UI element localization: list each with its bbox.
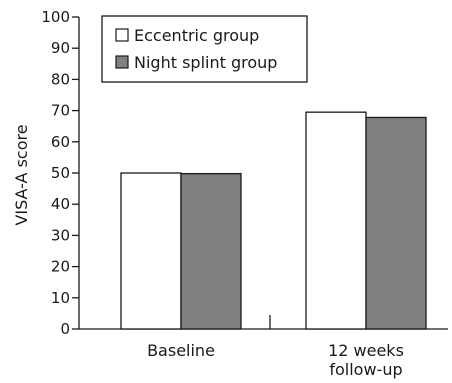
legend-label: Eccentric group xyxy=(134,26,259,45)
bars xyxy=(120,111,427,330)
legend-swatch xyxy=(115,28,129,42)
y-tick-label: 60 xyxy=(51,133,70,151)
bar-night-splint-0 xyxy=(180,172,242,330)
y-tick-label: 90 xyxy=(51,39,70,57)
y-tick-label: 20 xyxy=(51,258,70,276)
bar-eccentric-1 xyxy=(305,111,367,330)
legend: Eccentric group Night splint group xyxy=(101,15,308,83)
category-label: 12 weeks xyxy=(328,341,404,360)
y-tick-label: 0 xyxy=(60,320,70,338)
y-tick-label: 70 xyxy=(51,102,70,120)
bar-night-splint-1 xyxy=(365,116,427,330)
category-label: follow-up xyxy=(329,360,402,379)
category-label: Baseline xyxy=(147,341,215,360)
y-axis: 0 10 20 30 40 50 60 70 80 90 100 xyxy=(41,8,80,338)
y-tick-label: 30 xyxy=(51,226,70,244)
legend-box xyxy=(101,15,308,83)
y-tick-label: 80 xyxy=(51,70,70,88)
y-tick-label: 10 xyxy=(51,289,70,307)
y-tick-label: 50 xyxy=(51,164,70,182)
legend-swatch xyxy=(115,55,129,69)
legend-label: Night splint group xyxy=(134,53,277,72)
bar-eccentric-0 xyxy=(120,172,182,330)
y-tick-label: 100 xyxy=(41,8,70,26)
y-tick-label: 40 xyxy=(51,195,70,213)
y-axis-title: VISA-A score xyxy=(12,124,31,225)
